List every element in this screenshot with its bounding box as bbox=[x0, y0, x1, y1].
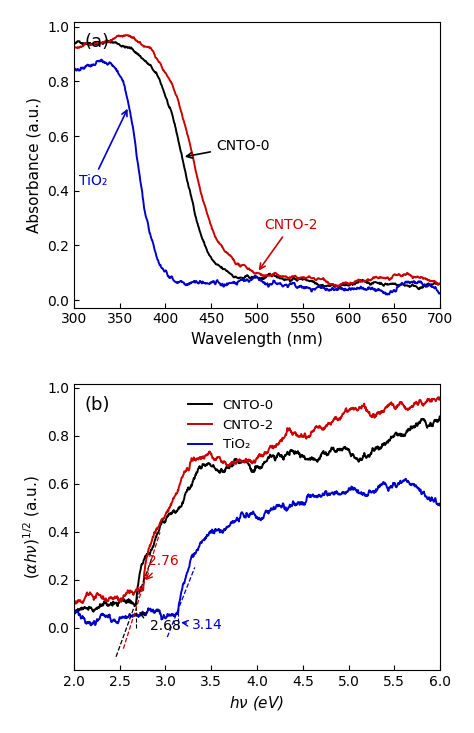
Text: 3.14: 3.14 bbox=[182, 619, 223, 633]
X-axis label: $h\nu$ (eV): $h\nu$ (eV) bbox=[229, 694, 284, 712]
Legend: CNTO-0, CNTO-2, TiO₂: CNTO-0, CNTO-2, TiO₂ bbox=[183, 394, 279, 457]
X-axis label: Wavelength (nm): Wavelength (nm) bbox=[191, 332, 323, 347]
Text: (b): (b) bbox=[85, 396, 110, 413]
Y-axis label: $(\alpha h\nu)^{1/2}$ (a.u.): $(\alpha h\nu)^{1/2}$ (a.u.) bbox=[21, 475, 42, 579]
Text: TiO₂: TiO₂ bbox=[79, 110, 127, 188]
Text: 2.68: 2.68 bbox=[140, 613, 181, 633]
Text: CNTO-0: CNTO-0 bbox=[186, 139, 269, 158]
Text: CNTO-2: CNTO-2 bbox=[260, 218, 318, 269]
Text: (a): (a) bbox=[85, 34, 110, 51]
Text: 2.76: 2.76 bbox=[146, 554, 179, 579]
Y-axis label: Absorbance (a.u.): Absorbance (a.u.) bbox=[27, 97, 42, 233]
